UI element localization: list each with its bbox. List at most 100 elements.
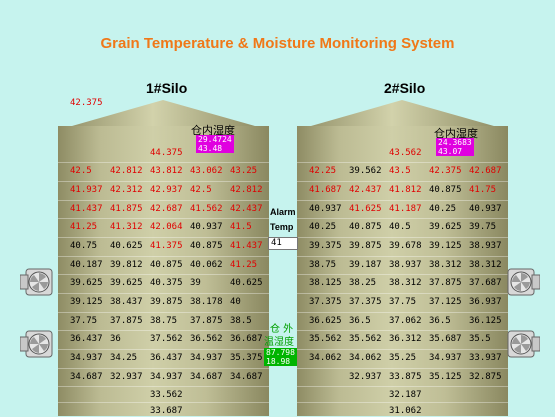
silo-2-temp-sensor-r10-c4: 35.5 — [469, 334, 491, 344]
silo-1-temp-sensor-r12-c4: 34.687 — [230, 372, 263, 382]
silo-2-roof — [297, 100, 508, 130]
silo-2-ring-line — [297, 274, 508, 275]
silo-1-ring-line — [58, 237, 269, 238]
silo-2-temp-sensor-r3-c1: 41.625 — [349, 204, 382, 214]
silo-1-temp-sensor-r9-c0: 37.75 — [70, 316, 98, 326]
silo-1-temp-sensor-r10-c3: 36.562 — [190, 334, 223, 344]
silo-2-temp-sensor-r5-c3: 39.125 — [429, 241, 462, 251]
silo-2-temp-sensor-r8-c2: 37.75 — [389, 297, 417, 307]
silo-2-temp-sensor-r2-c2: 41.812 — [389, 185, 422, 195]
outside-temp-value: 18.98 — [266, 357, 291, 366]
silo-2-temp-sensor-r6-c4: 38.312 — [469, 260, 502, 270]
silo-1-temp-sensor-r2-c2: 42.937 — [150, 185, 183, 195]
silo-1[interactable]: 44.375 42.5 42.812 43.812 43.062 43.25 41.937 4… — [58, 100, 269, 416]
silo-2-temp-sensor-r11-c4: 33.937 — [469, 353, 502, 363]
silo-2-temp-sensor-r5-c1: 39.875 — [349, 241, 382, 251]
silo-2-temp-sensor-r4-c0: 40.25 — [309, 222, 337, 232]
exhaust-fan-icon[interactable] — [20, 327, 54, 361]
silo-1-temp-sensor-r8-c0: 39.125 — [70, 297, 103, 307]
silo-1-temp-sensor-r2-c1: 42.312 — [110, 185, 143, 195]
silo-1-temp-sensor-r1-c3: 43.062 — [190, 166, 223, 176]
silo-2-temp-sensor-r3-c4: 40.937 — [469, 204, 502, 214]
silo-2-temp-sensor-r10-c3: 35.687 — [429, 334, 462, 344]
silo-1-temp-sensor-r13-c0: 33.562 — [150, 390, 183, 400]
silo-1-ring-line — [58, 218, 269, 219]
silo-2-temp-sensor-r6-c2: 38.937 — [389, 260, 422, 270]
silo-1-temp-sensor-r0-c0: 44.375 — [150, 148, 183, 158]
silo-1-temp-sensor-r4-c3: 40.937 — [190, 222, 223, 232]
silo-2-temp-sensor-r3-c3: 40.25 — [429, 204, 457, 214]
silo-2-temp-sensor-r11-c3: 34.937 — [429, 353, 462, 363]
silo-2-ring-line — [297, 349, 508, 350]
silo-1-inner-temp-value: 43.48 — [198, 144, 223, 153]
silo-1-temp-sensor-r2-c3: 42.5 — [190, 185, 212, 195]
silo-2-temp-sensor-r10-c1: 35.562 — [349, 334, 382, 344]
silo-1-ring-line — [58, 256, 269, 257]
silo-1-ring-line — [58, 330, 269, 331]
silo-1-ring-line — [58, 312, 269, 313]
silo-2-temp-sensor-r3-c2: 41.187 — [389, 204, 422, 214]
silo-1-temp-sensor-r9-c3: 37.875 — [190, 316, 223, 326]
silo-2-temp-sensor-r7-c2: 38.312 — [389, 278, 422, 288]
silo-1-temp-sensor-r11-c4: 35.375 — [230, 353, 263, 363]
silo-1-temp-sensor-r11-c2: 36.437 — [150, 353, 183, 363]
silo-1-temp-sensor-r10-c1: 36 — [110, 334, 121, 344]
silo-1-ring-line — [58, 293, 269, 294]
silo-2-temp-sensor-r9-c1: 36.5 — [349, 316, 371, 326]
silo-1-inner-humidity-box[interactable]: 29.4724 43.48 — [196, 135, 234, 153]
silo-1-temp-sensor-r4-c4: 41.5 — [230, 222, 252, 232]
silo-1-temp-sensor-r6-c2: 40.875 — [150, 260, 183, 270]
silo-1-temp-sensor-r3-c2: 42.687 — [150, 204, 183, 214]
silo-2-temp-sensor-r2-c3: 40.875 — [429, 185, 462, 195]
silo-2-temp-sensor-r5-c4: 38.937 — [469, 241, 502, 251]
silo-2-temp-sensor-r9-c3: 36.5 — [429, 316, 451, 326]
outside-label: 仓 外 — [270, 324, 294, 335]
silo-1-temp-sensor-r5-c2: 41.375 — [150, 241, 183, 251]
silo-1-ring-line — [58, 386, 269, 387]
silo-2-temp-sensor-r6-c1: 39.187 — [349, 260, 382, 270]
silo-2-temp-sensor-r11-c0: 34.062 — [309, 353, 342, 363]
silo-2-temp-sensor-r8-c4: 36.937 — [469, 297, 502, 307]
silo-2-temp-sensor-r12-c4: 32.875 — [469, 372, 502, 382]
silo-2-body — [297, 126, 508, 416]
silo-1-temp-sensor-r12-c0: 34.687 — [70, 372, 103, 382]
exhaust-fan-icon[interactable] — [506, 265, 540, 299]
silo-2-temp-sensor-r5-c0: 39.375 — [309, 241, 342, 251]
silo-1-temp-sensor-r6-c3: 40.062 — [190, 260, 223, 270]
silo-1-temp-sensor-r3-c3: 41.562 — [190, 204, 223, 214]
silo-1-roof — [58, 100, 269, 130]
silo-2-temp-sensor-r4-c2: 40.5 — [389, 222, 411, 232]
silo-2-temp-sensor-r1-c1: 39.562 — [349, 166, 382, 176]
outside-humidity-box[interactable]: 87.798 18.98 — [264, 348, 297, 366]
silo-1-temp-sensor-r3-c4: 42.437 — [230, 204, 263, 214]
silo-1-temp-sensor-r7-c0: 39.625 — [70, 278, 103, 288]
silo-2-temp-sensor-r2-c0: 41.687 — [309, 185, 342, 195]
silo-1-inner-humidity-value: 29.4724 — [198, 135, 232, 144]
silo-1-temp-sensor-r5-c4: 41.437 — [230, 241, 263, 251]
silo-2-temp-sensor-r4-c1: 40.875 — [349, 222, 382, 232]
silo-1-ring-line — [58, 181, 269, 182]
silo-2-ring-line — [297, 402, 508, 403]
silo-2-ring-line — [297, 237, 508, 238]
silo-1-top-outside-value: 42.375 — [70, 98, 103, 108]
silo-2-temp-sensor-r9-c4: 36.125 — [469, 316, 502, 326]
silo-1-temp-sensor-r6-c0: 40.187 — [70, 260, 103, 270]
silo-2-temp-sensor-r10-c2: 36.312 — [389, 334, 422, 344]
silo-1-ring-line — [58, 402, 269, 403]
silo-2[interactable]: 43.562 42.25 39.562 43.5 42.375 42.687 41.687 4… — [297, 100, 508, 416]
exhaust-fan-icon[interactable] — [506, 327, 540, 361]
silo-1-temp-sensor-r2-c4: 42.812 — [230, 185, 263, 195]
silo-1-temp-sensor-r9-c4: 38.5 — [230, 316, 252, 326]
silo-1-inner-humidity-label: 仓内湿度 — [191, 124, 235, 137]
silo-1-temp-sensor-r6-c4: 41.25 — [230, 260, 258, 270]
silo-1-ring-line — [58, 162, 269, 163]
exhaust-fan-icon[interactable] — [20, 265, 54, 299]
silo-2-ring-line — [297, 256, 508, 257]
alarm-temp-input[interactable]: 41 — [268, 237, 298, 250]
silo-2-temp-sensor-r2-c1: 42.437 — [349, 185, 382, 195]
silo-1-temp-sensor-r1-c4: 43.25 — [230, 166, 258, 176]
silo-1-temp-sensor-r1-c2: 43.812 — [150, 166, 183, 176]
silo-1-name: 1#Silo — [146, 80, 188, 96]
silo-2-temp-sensor-r14-c0: 31.062 — [389, 406, 422, 416]
silo-2-inner-humidity-box[interactable]: 24.3683 43.07 — [436, 138, 474, 156]
